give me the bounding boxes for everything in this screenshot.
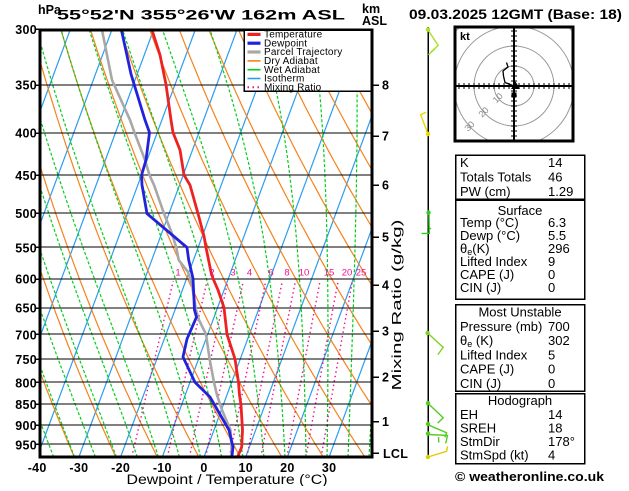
svg-text:302: 302 bbox=[548, 333, 570, 348]
svg-text:3: 3 bbox=[382, 325, 389, 339]
svg-text:600: 600 bbox=[15, 273, 37, 287]
svg-text:25: 25 bbox=[356, 268, 367, 279]
svg-text:-30: -30 bbox=[69, 461, 88, 475]
svg-text:8: 8 bbox=[382, 79, 389, 93]
svg-text:ASL: ASL bbox=[362, 14, 387, 28]
svg-text:20: 20 bbox=[280, 461, 295, 475]
svg-text:Temp (°C): Temp (°C) bbox=[460, 215, 519, 230]
svg-text:Parcel Trajectory: Parcel Trajectory bbox=[264, 47, 342, 58]
svg-text:Mixing Ratio: Mixing Ratio bbox=[264, 83, 322, 94]
svg-text:Dewpoint: Dewpoint bbox=[264, 38, 307, 49]
svg-text:kt: kt bbox=[460, 31, 470, 43]
svg-text:6: 6 bbox=[382, 179, 389, 193]
svg-text:CIN (J): CIN (J) bbox=[460, 280, 501, 295]
svg-text:Surface: Surface bbox=[498, 203, 543, 218]
svg-text:Totals Totals: Totals Totals bbox=[460, 170, 532, 185]
svg-text:1: 1 bbox=[175, 268, 180, 279]
svg-text:EH: EH bbox=[460, 407, 478, 422]
svg-text:700: 700 bbox=[15, 328, 37, 342]
svg-text:Wet Adiabat: Wet Adiabat bbox=[264, 65, 320, 76]
svg-text:0: 0 bbox=[200, 461, 207, 475]
svg-text:5: 5 bbox=[548, 348, 555, 363]
svg-text:296: 296 bbox=[548, 241, 570, 256]
svg-text:550: 550 bbox=[15, 241, 37, 255]
svg-text:1.29: 1.29 bbox=[548, 184, 573, 199]
svg-text:CIN (J): CIN (J) bbox=[460, 376, 501, 391]
svg-text:9: 9 bbox=[548, 254, 555, 269]
svg-text:StmSpd (kt): StmSpd (kt) bbox=[460, 448, 529, 463]
svg-text:350: 350 bbox=[15, 79, 37, 93]
svg-text:2: 2 bbox=[209, 268, 214, 279]
svg-text:6.3: 6.3 bbox=[548, 215, 566, 230]
svg-text:0: 0 bbox=[548, 267, 555, 282]
svg-text:7: 7 bbox=[382, 130, 389, 144]
svg-text:Lifted Index: Lifted Index bbox=[460, 348, 528, 363]
svg-text:StmDir: StmDir bbox=[460, 434, 500, 449]
svg-text:5: 5 bbox=[382, 231, 389, 245]
svg-text:10: 10 bbox=[238, 461, 253, 475]
svg-text:Dewp (°C): Dewp (°C) bbox=[460, 228, 520, 243]
svg-text:CAPE (J): CAPE (J) bbox=[460, 362, 514, 377]
svg-text:14: 14 bbox=[548, 407, 562, 422]
svg-text:20: 20 bbox=[342, 268, 353, 279]
svg-text:6: 6 bbox=[268, 268, 273, 279]
svg-text:hPa: hPa bbox=[38, 3, 62, 17]
svg-text:450: 450 bbox=[15, 169, 37, 183]
svg-text:650: 650 bbox=[15, 302, 37, 316]
svg-text:950: 950 bbox=[15, 438, 37, 452]
svg-text:-40: -40 bbox=[28, 461, 47, 475]
svg-text:km: km bbox=[362, 2, 380, 16]
svg-text:Dry Adiabat: Dry Adiabat bbox=[264, 56, 318, 67]
svg-text:-10: -10 bbox=[153, 461, 172, 475]
svg-text:5.5: 5.5 bbox=[548, 228, 566, 243]
svg-text:750: 750 bbox=[15, 353, 37, 367]
svg-text:18: 18 bbox=[548, 421, 562, 436]
svg-text:900: 900 bbox=[15, 419, 37, 433]
svg-text:Pressure (mb): Pressure (mb) bbox=[460, 319, 542, 334]
svg-text:Temperature: Temperature bbox=[264, 30, 323, 41]
svg-text:14: 14 bbox=[548, 155, 562, 170]
svg-text:2: 2 bbox=[382, 371, 389, 385]
svg-text:400: 400 bbox=[15, 127, 37, 141]
svg-text:Mixing Ratio (g/kg): Mixing Ratio (g/kg) bbox=[389, 220, 404, 391]
svg-text:178°: 178° bbox=[548, 434, 575, 449]
svg-text:500: 500 bbox=[15, 207, 37, 221]
svg-text:15: 15 bbox=[324, 268, 335, 279]
svg-text:3: 3 bbox=[230, 268, 235, 279]
svg-text:850: 850 bbox=[15, 398, 37, 412]
svg-text:0: 0 bbox=[548, 376, 555, 391]
svg-text:K: K bbox=[460, 155, 469, 170]
svg-text:30: 30 bbox=[322, 461, 337, 475]
svg-text:Isotherm: Isotherm bbox=[264, 74, 305, 85]
svg-text:700: 700 bbox=[548, 319, 570, 334]
svg-text:4: 4 bbox=[382, 279, 389, 293]
svg-text:8: 8 bbox=[284, 268, 289, 279]
svg-text:800: 800 bbox=[15, 376, 37, 390]
svg-text:Dewpoint / Temperature (°C): Dewpoint / Temperature (°C) bbox=[127, 472, 328, 486]
svg-text:09.03.2025 12GMT (Base: 18): 09.03.2025 12GMT (Base: 18) bbox=[409, 7, 622, 22]
svg-text:10: 10 bbox=[299, 268, 310, 279]
svg-text:0: 0 bbox=[548, 362, 555, 377]
svg-text:46: 46 bbox=[548, 170, 562, 185]
svg-text:Hodograph: Hodograph bbox=[488, 393, 552, 408]
svg-text:PW (cm): PW (cm) bbox=[460, 184, 511, 199]
svg-text:-20: -20 bbox=[111, 461, 130, 475]
svg-text:© weatheronline.co.uk: © weatheronline.co.uk bbox=[455, 469, 605, 484]
svg-text:CAPE (J): CAPE (J) bbox=[460, 267, 514, 282]
svg-text:0: 0 bbox=[548, 280, 555, 295]
svg-text:300: 300 bbox=[15, 23, 37, 37]
svg-text:LCL: LCL bbox=[383, 447, 408, 461]
svg-text:Most Unstable: Most Unstable bbox=[478, 305, 561, 320]
svg-text:1: 1 bbox=[382, 415, 389, 429]
svg-text:Lifted Index: Lifted Index bbox=[460, 254, 528, 269]
svg-text:4: 4 bbox=[247, 268, 252, 279]
svg-text:55°52'N 355°26'W 162m ASL: 55°52'N 355°26'W 162m ASL bbox=[57, 7, 346, 23]
svg-text:SREH: SREH bbox=[460, 421, 496, 436]
svg-text:4: 4 bbox=[548, 448, 555, 463]
